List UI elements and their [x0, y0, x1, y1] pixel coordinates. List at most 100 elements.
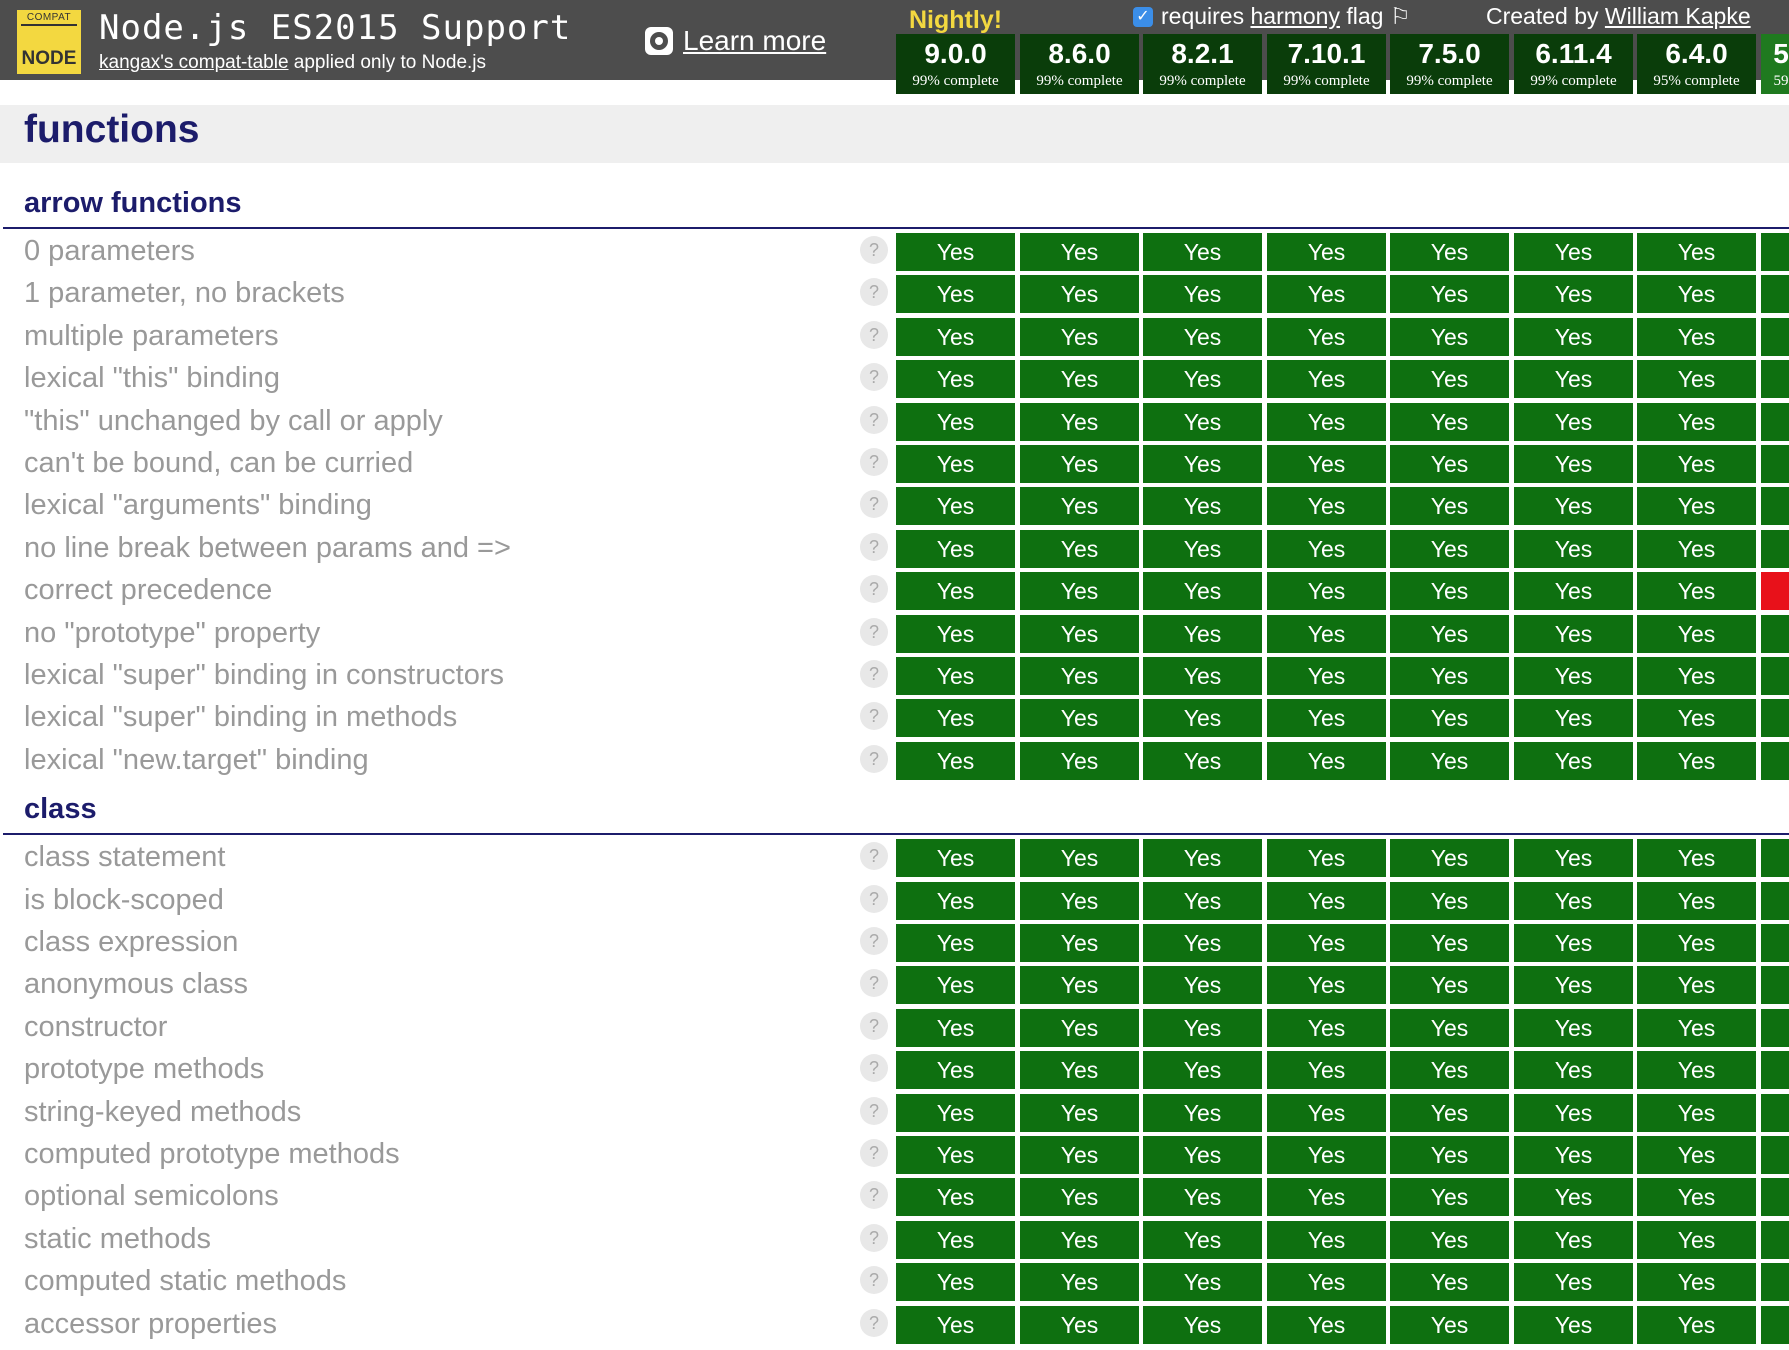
feature-name[interactable]: accessor properties: [24, 1308, 278, 1340]
result-cell[interactable]: Yes: [896, 1263, 1015, 1301]
result-cell[interactable]: Yes: [1143, 318, 1262, 356]
result-cell[interactable]: Yes: [896, 1051, 1015, 1089]
result-cell[interactable]: Yes: [896, 839, 1015, 877]
feature-name[interactable]: no "prototype" property: [24, 617, 321, 649]
feature-name[interactable]: anonymous class: [24, 968, 249, 1000]
harmony-link[interactable]: harmony: [1250, 3, 1340, 29]
result-cell[interactable]: Yes: [1637, 275, 1756, 313]
result-cell[interactable]: Yes: [1020, 1221, 1139, 1259]
result-cell[interactable]: Yes: [1267, 487, 1386, 525]
result-cell[interactable]: Yes: [1143, 1263, 1262, 1301]
result-cell[interactable]: Yes: [1390, 1094, 1509, 1132]
result-cell[interactable]: Yes: [1267, 1263, 1386, 1301]
result-cell[interactable]: Yes: [1020, 882, 1139, 920]
result-cell[interactable]: Yes: [1143, 233, 1262, 271]
author-link[interactable]: William Kapke: [1604, 3, 1751, 29]
result-cell[interactable]: Yes: [1514, 1051, 1633, 1089]
result-cell[interactable]: Yes: [1267, 360, 1386, 398]
result-cell[interactable]: Yes: [1514, 445, 1633, 483]
result-cell[interactable]: Yes: [1267, 1009, 1386, 1047]
result-cell[interactable]: Yes: [1020, 530, 1139, 568]
result-cell[interactable]: Yes: [1390, 403, 1509, 441]
result-cell[interactable]: Yes: [1020, 1263, 1139, 1301]
result-cell[interactable]: Yes: [1514, 1221, 1633, 1259]
result-cell[interactable]: [1761, 699, 1789, 737]
feature-name[interactable]: no line break between params and =>: [24, 532, 511, 564]
help-icon[interactable]: ?: [860, 1139, 888, 1167]
help-icon[interactable]: ?: [860, 278, 888, 306]
harmony-flag-toggle[interactable]: ✓ requires harmony flag ⚐: [1133, 3, 1410, 30]
help-icon[interactable]: ?: [860, 1309, 888, 1337]
result-cell[interactable]: Yes: [1390, 839, 1509, 877]
result-cell[interactable]: Yes: [896, 657, 1015, 695]
result-cell[interactable]: Yes: [1637, 1136, 1756, 1174]
result-cell[interactable]: [1761, 445, 1789, 483]
help-icon[interactable]: ?: [860, 1054, 888, 1082]
result-cell[interactable]: Yes: [1514, 839, 1633, 877]
result-cell[interactable]: [1761, 530, 1789, 568]
result-cell[interactable]: [1761, 1094, 1789, 1132]
result-cell[interactable]: Yes: [1267, 1221, 1386, 1259]
result-cell[interactable]: Yes: [1514, 403, 1633, 441]
result-cell[interactable]: Yes: [1143, 924, 1262, 962]
result-cell[interactable]: Yes: [1390, 966, 1509, 1004]
result-cell[interactable]: Yes: [1020, 742, 1139, 780]
result-cell[interactable]: Yes: [1020, 615, 1139, 653]
result-cell[interactable]: Yes: [1267, 445, 1386, 483]
result-cell[interactable]: [1761, 657, 1789, 695]
result-cell[interactable]: Yes: [1514, 530, 1633, 568]
compat-node-logo[interactable]: COMPAT NODE: [17, 10, 81, 74]
help-icon[interactable]: ?: [860, 927, 888, 955]
result-cell[interactable]: Yes: [1020, 360, 1139, 398]
result-cell[interactable]: Yes: [1637, 1051, 1756, 1089]
result-cell[interactable]: Yes: [1514, 966, 1633, 1004]
feature-name[interactable]: optional semicolons: [24, 1180, 279, 1212]
version-column[interactable]: 6.4.0 95% complete: [1637, 34, 1756, 94]
result-cell[interactable]: Yes: [1637, 487, 1756, 525]
result-cell[interactable]: Yes: [1390, 1009, 1509, 1047]
result-cell[interactable]: Yes: [1020, 1051, 1139, 1089]
result-cell[interactable]: Yes: [1143, 699, 1262, 737]
result-cell[interactable]: Yes: [1637, 657, 1756, 695]
result-cell[interactable]: Yes: [896, 445, 1015, 483]
help-icon[interactable]: ?: [860, 969, 888, 997]
result-cell[interactable]: [1761, 742, 1789, 780]
result-cell[interactable]: [1761, 572, 1789, 610]
result-cell[interactable]: Yes: [1390, 1136, 1509, 1174]
result-cell[interactable]: Yes: [1514, 924, 1633, 962]
result-cell[interactable]: [1761, 360, 1789, 398]
result-cell[interactable]: Yes: [1020, 403, 1139, 441]
result-cell[interactable]: Yes: [1637, 742, 1756, 780]
result-cell[interactable]: [1761, 487, 1789, 525]
help-icon[interactable]: ?: [860, 533, 888, 561]
result-cell[interactable]: Yes: [1637, 572, 1756, 610]
result-cell[interactable]: [1761, 615, 1789, 653]
result-cell[interactable]: Yes: [1514, 1094, 1633, 1132]
learn-more-link[interactable]: Learn more: [645, 24, 826, 58]
help-icon[interactable]: ?: [860, 660, 888, 688]
result-cell[interactable]: Yes: [1267, 1178, 1386, 1216]
result-cell[interactable]: Yes: [1514, 882, 1633, 920]
help-icon[interactable]: ?: [860, 618, 888, 646]
result-cell[interactable]: Yes: [1390, 1263, 1509, 1301]
result-cell[interactable]: Yes: [1267, 403, 1386, 441]
result-cell[interactable]: Yes: [1143, 360, 1262, 398]
result-cell[interactable]: Yes: [1637, 1221, 1756, 1259]
result-cell[interactable]: [1761, 1009, 1789, 1047]
result-cell[interactable]: Yes: [1020, 1306, 1139, 1344]
result-cell[interactable]: Yes: [1143, 487, 1262, 525]
help-icon[interactable]: ?: [860, 236, 888, 264]
result-cell[interactable]: Yes: [1267, 657, 1386, 695]
result-cell[interactable]: [1761, 233, 1789, 271]
result-cell[interactable]: Yes: [896, 572, 1015, 610]
result-cell[interactable]: Yes: [1390, 615, 1509, 653]
result-cell[interactable]: Yes: [1267, 1051, 1386, 1089]
help-icon[interactable]: ?: [860, 363, 888, 391]
help-icon[interactable]: ?: [860, 1181, 888, 1209]
help-icon[interactable]: ?: [860, 1012, 888, 1040]
checkbox-checked-icon[interactable]: ✓: [1133, 6, 1153, 27]
version-column[interactable]: 9.0.0 99% complete: [896, 34, 1015, 94]
version-column[interactable]: 8.2.1 99% complete: [1143, 34, 1262, 94]
feature-name[interactable]: can't be bound, can be curried: [24, 447, 414, 479]
feature-name[interactable]: constructor: [24, 1011, 168, 1043]
